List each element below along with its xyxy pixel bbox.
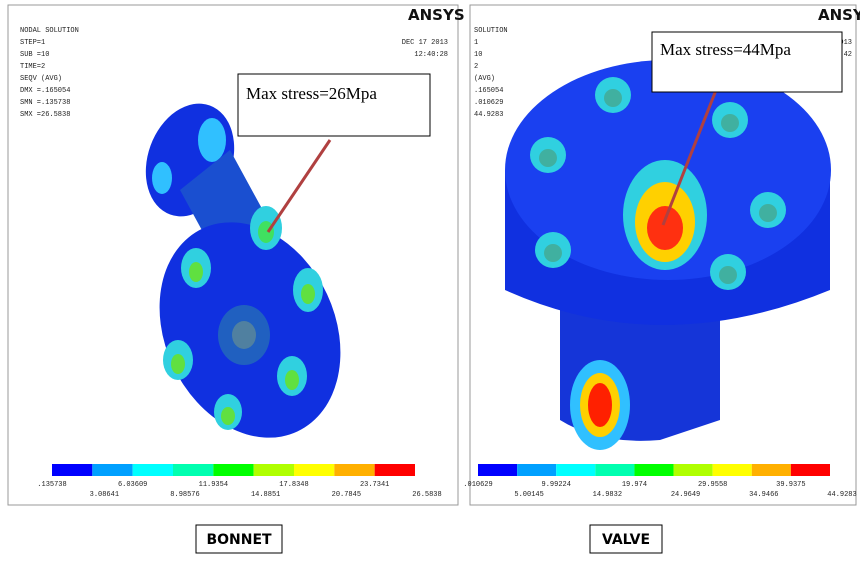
legend-label: 39.9375 xyxy=(776,481,805,489)
color-swatch xyxy=(133,464,173,476)
legend-label: 5.00145 xyxy=(514,491,543,499)
color-swatch xyxy=(173,464,213,476)
legend-label: 20.7845 xyxy=(332,491,361,499)
date: DEC 17 2013 xyxy=(402,39,448,47)
callout: Max stress=26Mpa xyxy=(246,84,377,103)
legend-label: 3.08641 xyxy=(90,491,119,499)
color-swatch xyxy=(92,464,132,476)
legend-label: 6.03609 xyxy=(118,481,147,489)
info-line: (AVG) xyxy=(474,75,495,83)
color-swatch xyxy=(556,464,595,476)
legend-label: 26.5838 xyxy=(412,491,441,499)
info-line: TIME=2 xyxy=(20,63,45,71)
color-swatch xyxy=(254,464,294,476)
legend-label: .010629 xyxy=(463,481,492,489)
legend-label: 44.9283 xyxy=(827,491,856,499)
caption: VALVE xyxy=(602,532,650,548)
info-line: 10 xyxy=(474,51,482,59)
legend-label: 8.98576 xyxy=(170,491,199,499)
info-line: .010629 xyxy=(474,99,503,107)
legend-label: 34.9466 xyxy=(749,491,778,499)
color-swatch xyxy=(294,464,334,476)
info-line: SOLUTION xyxy=(474,27,508,35)
legend-label: 29.9558 xyxy=(698,481,727,489)
info-line: SUB =10 xyxy=(20,51,49,59)
color-swatch xyxy=(478,464,517,476)
color-swatch xyxy=(334,464,374,476)
info-line: SEQV (AVG) xyxy=(20,75,62,83)
color-swatch xyxy=(752,464,791,476)
info-line: STEP=1 xyxy=(20,39,45,47)
color-swatch xyxy=(713,464,752,476)
legend-label: 24.9649 xyxy=(671,491,700,499)
info-line: 1 xyxy=(474,39,478,47)
info-line: SMX =26.5838 xyxy=(20,111,70,119)
color-swatch xyxy=(517,464,556,476)
info-line: 2 xyxy=(474,63,478,71)
info-line: NODAL SOLUTION xyxy=(20,27,79,35)
color-swatch xyxy=(674,464,713,476)
logo: ANSYS xyxy=(408,6,465,24)
color-swatch xyxy=(791,464,830,476)
callout: Max stress=44Mpa xyxy=(660,40,791,59)
legend-label: 17.8348 xyxy=(279,481,308,489)
color-swatch xyxy=(595,464,634,476)
info-line: .165054 xyxy=(474,87,503,95)
caption: BONNET xyxy=(206,532,272,548)
time: 12:40:28 xyxy=(414,51,448,59)
color-swatch xyxy=(52,464,92,476)
info-line: SMN =.135738 xyxy=(20,99,70,107)
logo: ANSYS xyxy=(818,6,860,24)
legend-label: 9.99224 xyxy=(542,481,571,489)
color-swatch xyxy=(375,464,415,476)
info-line: 44.9283 xyxy=(474,111,503,119)
legend-label: 19.974 xyxy=(622,481,647,489)
legend-label: 14.8851 xyxy=(251,491,280,499)
legend-label: 14.9832 xyxy=(593,491,622,499)
legend-label: .135738 xyxy=(37,481,66,489)
figure: NODAL SOLUTION STEP=1 SUB =10 TIME=2 SEQV (A… xyxy=(0,0,860,567)
color-swatch xyxy=(634,464,673,476)
color-swatch xyxy=(213,464,253,476)
legend-label: 11.9354 xyxy=(199,481,228,489)
legend-label: 23.7341 xyxy=(360,481,389,489)
info-line: DMX =.165054 xyxy=(20,87,70,95)
